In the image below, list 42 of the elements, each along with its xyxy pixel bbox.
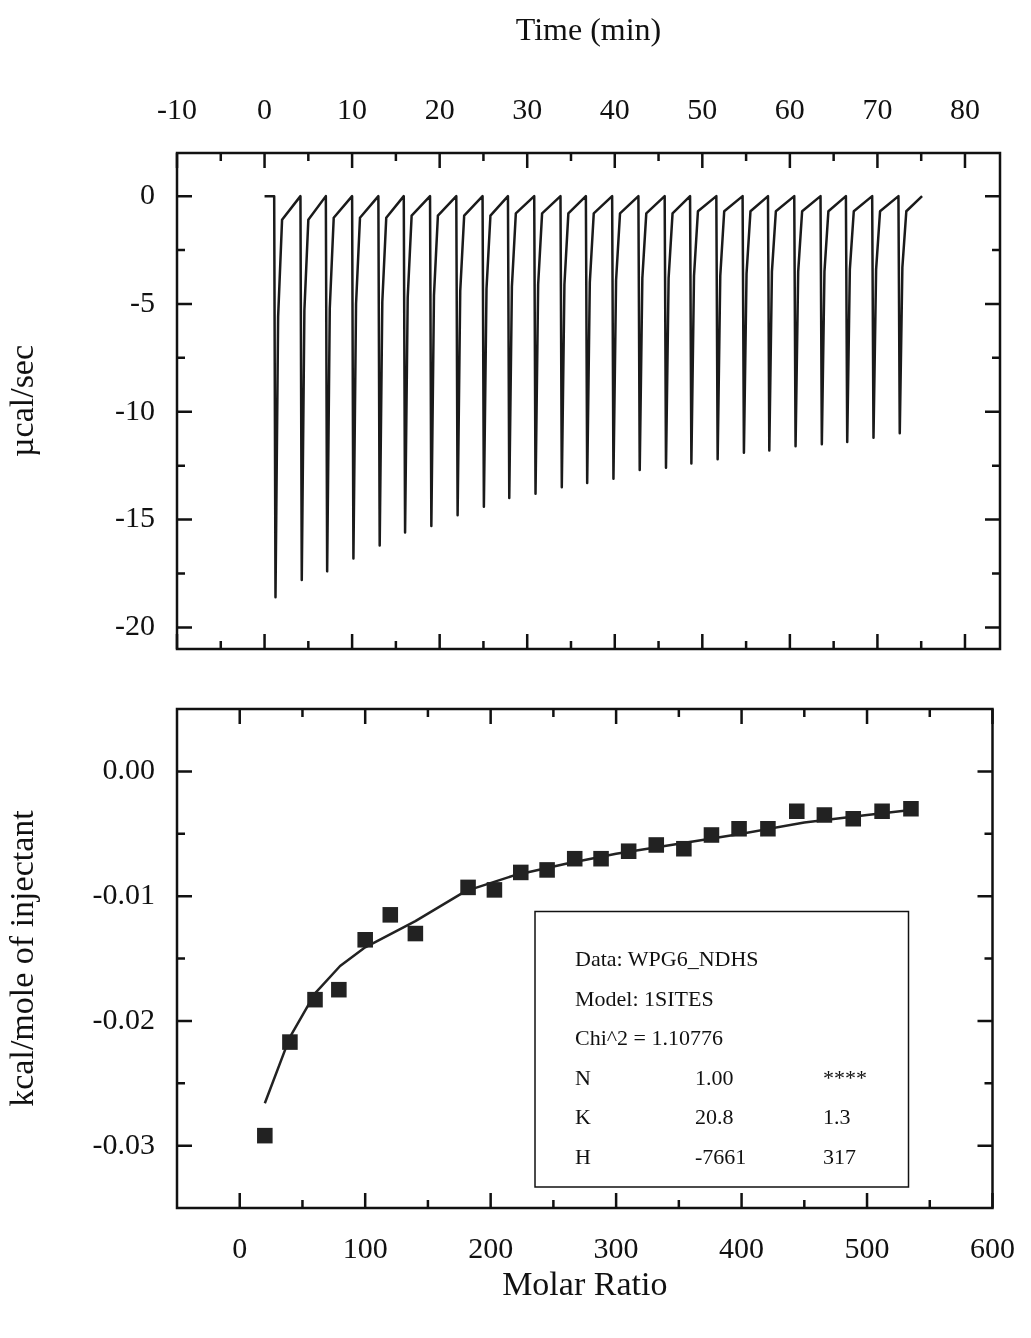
y-tick-label: -0.01 (92, 877, 155, 910)
annotation: K (575, 1104, 591, 1130)
y-axis-title: µcal/sec (3, 344, 41, 458)
annotation: Chi^2 = 1.10776 (575, 1025, 724, 1051)
x-tick-label: 600 (970, 1230, 1015, 1264)
y-tick-label: -5 (130, 284, 155, 318)
x-tick-label: 300 (593, 1230, 639, 1264)
x-tick-label: 0 (257, 91, 273, 125)
y-tick-label: -0.02 (92, 1001, 155, 1035)
x-axis-title: Time (min) (515, 10, 662, 47)
annotation: H (575, 1143, 591, 1169)
x-tick-label: 10 (337, 91, 368, 125)
annotation: Data: WPG6_NDHS (575, 946, 759, 972)
x-tick-label: 30 (512, 91, 543, 125)
y-tick-label: 0.00 (102, 752, 155, 786)
y-tick-label: 0 (140, 177, 155, 211)
x-tick-label: 0 (232, 1230, 248, 1264)
annotation: 1.3 (823, 1104, 851, 1130)
x-tick-label: 200 (468, 1230, 514, 1264)
x-tick-label: 400 (719, 1230, 765, 1264)
annotation: 1.00 (695, 1064, 734, 1090)
annotation: N (575, 1064, 591, 1090)
y-tick-label: -15 (115, 500, 155, 534)
x-tick-label: 70 (862, 91, 893, 125)
x-tick-label: 20 (424, 91, 455, 125)
x-tick-label: 100 (342, 1230, 388, 1264)
x-tick-label: 80 (949, 91, 980, 125)
y-axis-title: kcal/mole of injectant (3, 809, 41, 1107)
annotation: Model: 1SITES (575, 985, 714, 1011)
annotation: -7661 (695, 1143, 747, 1169)
x-tick-label: 500 (844, 1230, 890, 1264)
y-tick-label: -10 (115, 392, 155, 426)
x-tick-label: 60 (774, 91, 805, 125)
annotation: 20.8 (695, 1104, 734, 1130)
annotation: 317 (823, 1143, 856, 1169)
annotation: **** (823, 1064, 867, 1090)
x-tick-label: -10 (157, 91, 197, 125)
x-tick-label: 40 (599, 91, 630, 125)
y-tick-label: -0.03 (92, 1126, 155, 1160)
x-axis-title: Molar Ratio (502, 1264, 668, 1302)
y-tick-label: -20 (115, 608, 155, 642)
x-tick-label: 50 (687, 91, 718, 125)
